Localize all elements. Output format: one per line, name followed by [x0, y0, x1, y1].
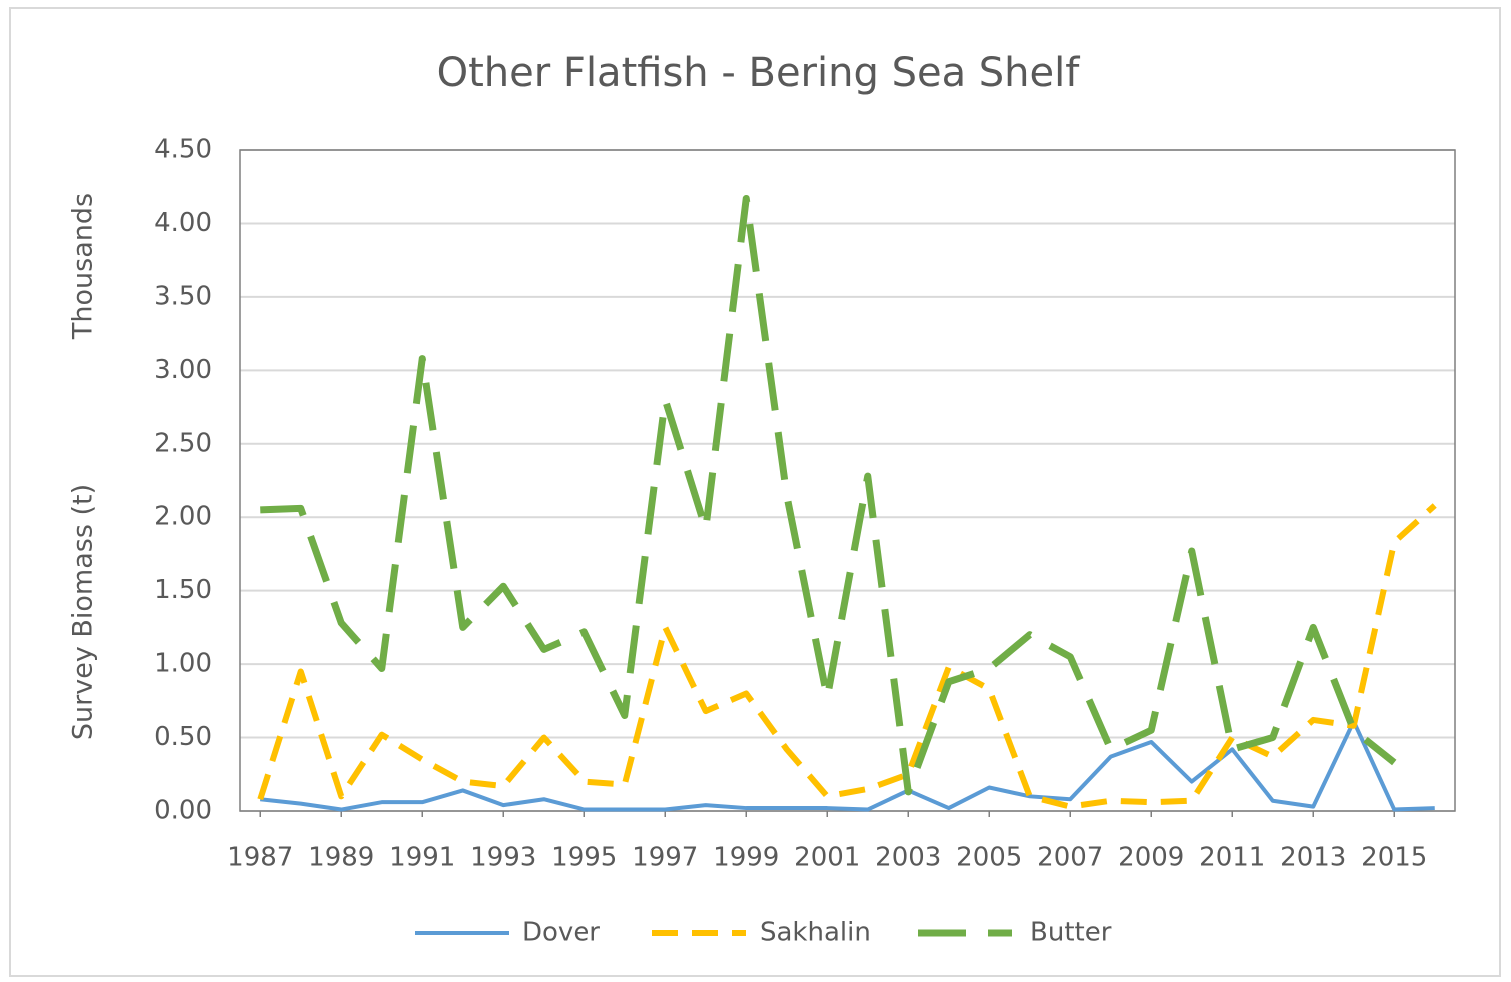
x-tick-label: 1989 [308, 843, 374, 873]
series-line [260, 719, 1435, 812]
y-unit-label: Thousands [68, 193, 99, 340]
y-tick-label: 0.00 [154, 796, 212, 826]
x-tick-label: 2003 [875, 843, 941, 873]
chart-title: Other Flatfish - Bering Sea Shelf [437, 50, 1081, 96]
legend-label: Butter [1030, 918, 1112, 948]
series-line [260, 194, 1397, 796]
x-tick-label: 2015 [1361, 843, 1427, 873]
chart-border [9, 7, 1501, 977]
x-tick-label: 2007 [1037, 843, 1103, 873]
y-tick-label: 2.50 [154, 428, 212, 458]
y-tick-label: 1.00 [154, 649, 212, 679]
y-tick-label: 3.50 [154, 281, 212, 311]
y-tick-label: 2.00 [154, 502, 212, 532]
series-line [257, 503, 1437, 810]
x-tick-label: 1997 [632, 843, 698, 873]
x-tick-label: 2013 [1280, 843, 1346, 873]
y-tick-label: 3.00 [154, 355, 212, 385]
x-tick-label: 2011 [1199, 843, 1265, 873]
legend-label: Dover [522, 918, 600, 948]
x-tick-label: 1993 [470, 843, 536, 873]
y-tick-label: 4.00 [154, 208, 212, 238]
x-tick-label: 2001 [794, 843, 860, 873]
x-tick-label: 1991 [389, 843, 455, 873]
plot-border [239, 149, 1456, 812]
y-tick-label: 4.50 [154, 135, 212, 165]
legend-label: Sakhalin [760, 918, 871, 948]
x-tick-label: 1995 [551, 843, 617, 873]
x-tick-label: 2005 [956, 843, 1022, 873]
x-tick-label: 2009 [1118, 843, 1184, 873]
x-tick-label: 1999 [713, 843, 779, 873]
y-tick-label: 0.50 [154, 722, 212, 752]
x-tick-label: 1987 [227, 843, 293, 873]
y-tick-label: 1.50 [154, 575, 212, 605]
y-axis-label: Survey Biomass (t) [68, 484, 99, 740]
